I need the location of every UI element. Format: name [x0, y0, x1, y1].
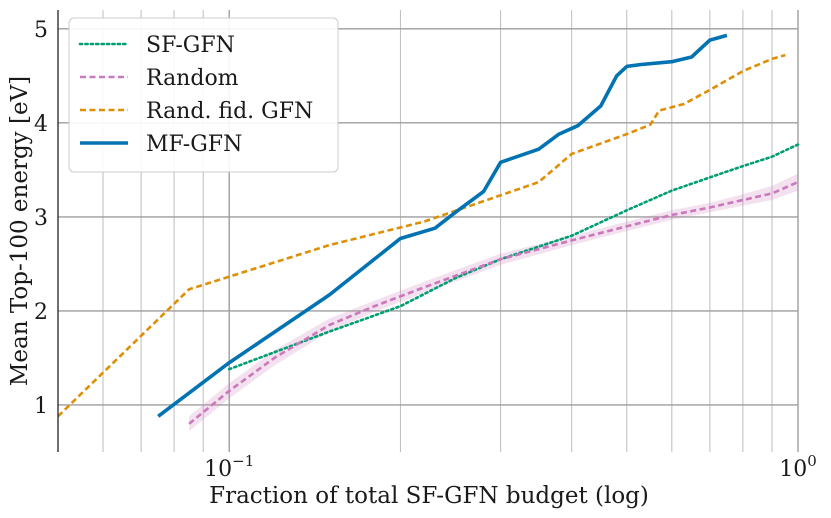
x-tick-label: 100: [779, 452, 817, 482]
y-tick-label: 3: [34, 206, 48, 231]
y-tick-label: 2: [34, 300, 48, 325]
y-axis-label: Mean Top-100 energy [eV]: [7, 76, 33, 386]
x-axis-label: Fraction of total SF-GFN budget (log): [209, 483, 649, 509]
tick-labels: 1 2 3 4 5 10−1 100: [34, 18, 817, 482]
x-tick-label: 10−1: [204, 452, 254, 482]
legend-label-random: Random: [146, 66, 239, 91]
series-line-mf-gfn: [157, 33, 728, 418]
series-lines: [57, 33, 800, 425]
legend-label-mf-gfn: MF-GFN: [146, 132, 242, 157]
y-tick-label: 1: [34, 394, 48, 419]
y-tick-label: 4: [34, 112, 48, 137]
series-line-random: [188, 180, 799, 425]
series-line-rand-fid-gfn: [57, 53, 786, 418]
legend: SF-GFN Random Rand. fid. GFN MF-GFN: [68, 17, 339, 173]
series-line-sf-gfn: [227, 143, 800, 371]
y-tick-label: 5: [34, 18, 48, 43]
legend-label-sf-gfn: SF-GFN: [146, 33, 235, 58]
legend-label-rand-fid-gfn: Rand. fid. GFN: [146, 99, 313, 124]
confidence-band-random: [189, 173, 799, 432]
confidence-bands: [189, 173, 799, 432]
legend-frame: [68, 17, 339, 173]
